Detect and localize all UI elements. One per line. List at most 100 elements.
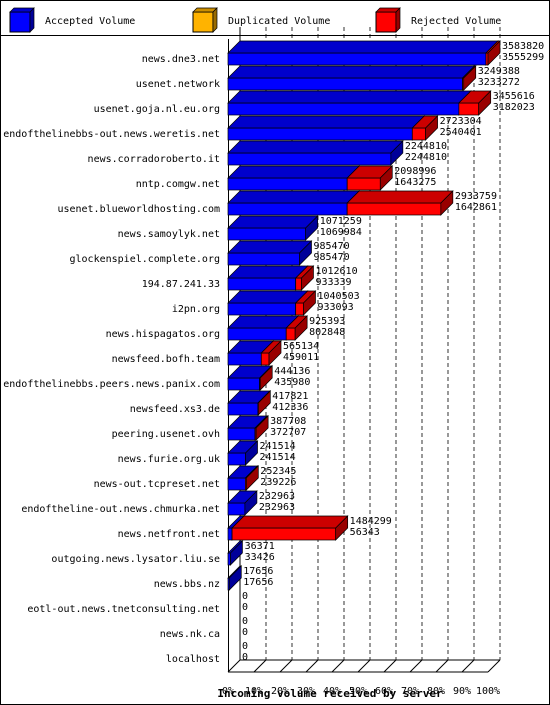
value-total-2: 3455616: [493, 91, 535, 102]
value-total-3: 2723304: [440, 116, 482, 127]
bar-accepted-20-front: [227, 552, 231, 566]
category-label-14: newsfeed.xs3.de: [130, 404, 220, 415]
bar-rejected-19-front: [231, 527, 337, 541]
value-total-19: 1484299: [350, 516, 392, 527]
bar-rejected-6-front: [346, 202, 442, 216]
category-label-5: nntp.comgw.net: [136, 179, 220, 190]
bar-accepted-16-side: [245, 440, 258, 466]
value-total-5: 2098996: [394, 166, 436, 177]
bar-accepted-2-top: [227, 90, 472, 104]
tick-diag-9: [461, 659, 475, 673]
legend-swatch-2: [375, 11, 397, 33]
category-label-24: localhost: [166, 654, 220, 665]
value-accepted-5: 1643275: [394, 177, 436, 188]
bar-rejected-5-front: [346, 177, 381, 191]
bar-rejected-9-side: [301, 265, 314, 291]
bar-rejected-13-side: [259, 365, 273, 391]
bar-rejected-10-side: [303, 290, 316, 316]
category-label-9: 194.87.241.33: [142, 279, 220, 290]
value-accepted-20: 33426: [245, 552, 275, 563]
category-label-23: news.nk.ca: [160, 629, 220, 640]
x-tick-label-10: 100%: [476, 686, 500, 697]
x-tick-label-6: 60%: [375, 686, 393, 697]
value-accepted-7: 1069984: [320, 227, 362, 238]
category-label-6: usenet.blueworldhosting.com: [57, 204, 220, 215]
bar-accepted-3-top: [227, 115, 426, 129]
bar-accepted-13-front: [227, 377, 260, 391]
bar-rejected-17-side: [245, 465, 259, 491]
category-label-8: glockenspiel.complete.org: [69, 254, 220, 265]
bar-accepted-7-side: [305, 215, 318, 241]
tick-diag-5: [357, 659, 371, 673]
bar-accepted-6-front: [227, 202, 348, 216]
value-total-0: 3583820: [502, 41, 544, 52]
bar-accepted-15-front: [227, 427, 256, 441]
bar-accepted-9-front: [227, 277, 297, 291]
tick-diag-8: [435, 659, 449, 673]
bar-accepted-20-side: [230, 540, 243, 566]
bar-accepted-1-front: [227, 77, 463, 91]
value-total-16: 241514: [260, 441, 296, 452]
bar-rejected-2-side: [478, 90, 492, 116]
x-axis-label: Incoming volume received by server: [217, 687, 443, 700]
category-label-7: news.samoylyk.net: [118, 229, 220, 240]
bar-rejected-19-top: [231, 515, 349, 529]
bar-accepted-19-front: [227, 527, 233, 541]
x-tick-label-4: 40%: [323, 686, 341, 697]
x-tick-label-3: 30%: [297, 686, 315, 697]
value-accepted-0: 3555299: [502, 52, 544, 63]
value-accepted-24: 0: [242, 652, 248, 663]
bar-rejected-10-front: [295, 302, 304, 316]
bar-rejected-0-side: [487, 40, 501, 66]
value-accepted-8: 985470: [313, 252, 349, 263]
bar-accepted-18-front: [227, 502, 246, 516]
x-tick-label-5: 50%: [349, 686, 367, 697]
value-total-11: 925393: [309, 316, 345, 327]
value-total-9: 1012610: [315, 266, 357, 277]
value-total-13: 444136: [274, 366, 310, 377]
value-total-4: 2244810: [405, 141, 447, 152]
legend-swatch-side-0: [29, 7, 35, 33]
value-accepted-16: 241514: [260, 452, 296, 463]
bar-accepted-17-front: [227, 477, 246, 491]
bar-accepted-10-top: [227, 290, 309, 304]
bar-accepted-8-top: [227, 240, 313, 254]
category-label-10: i2pn.org: [172, 304, 220, 315]
bar-accepted-4-top: [227, 140, 404, 154]
value-accepted-11: 802848: [309, 327, 345, 338]
value-total-17: 252345: [260, 466, 296, 477]
value-total-15: 387708: [270, 416, 306, 427]
bar-rejected-9-front: [295, 277, 302, 291]
bar-rejected-15-side: [255, 415, 269, 441]
category-label-12: newsfeed.bofh.team: [112, 354, 220, 365]
x-tick-label-8: 80%: [427, 686, 445, 697]
category-label-13: endofthelinebbs.peers.news.panix.com: [3, 379, 220, 390]
category-label-11: news.hispagatos.org: [106, 329, 220, 340]
value-accepted-13: 435980: [274, 377, 310, 388]
category-label-1: usenet.network: [136, 79, 220, 90]
plot-area: 0% 10% 20% 30% 40% 50% 60% 70% 80% 90% 100% news.dn…: [3, 27, 544, 697]
legend-label-2: Rejected Volume: [411, 16, 501, 27]
bar-rejected-3-side: [425, 115, 438, 141]
category-label-3: endofthelinebbs-out.news.weretis.net: [3, 129, 220, 140]
legend-swatch-side-1: [212, 7, 218, 33]
value-accepted-21: 17656: [243, 577, 273, 588]
value-accepted-19: 56343: [350, 527, 380, 538]
value-total-18: 232963: [259, 491, 295, 502]
value-accepted-6: 1642861: [455, 202, 497, 213]
bar-accepted-11-front: [227, 327, 287, 341]
value-total-21: 17656: [243, 566, 273, 577]
tick-diag-4: [331, 659, 345, 673]
bar-accepted-7-top: [227, 215, 319, 229]
value-total-12: 565134: [283, 341, 319, 352]
bar-accepted-8-side: [299, 240, 312, 266]
value-total-14: 417821: [272, 391, 308, 402]
bar-accepted-8-front: [227, 252, 300, 266]
value-total-20: 36371: [245, 541, 275, 552]
value-total-24: 0: [242, 641, 248, 652]
bar-accepted-0-top: [227, 40, 499, 54]
value-accepted-4: 2244810: [405, 152, 447, 163]
x-tick-label-7: 70%: [401, 686, 419, 697]
category-label-17: news-out.tcpreset.net: [94, 479, 220, 490]
